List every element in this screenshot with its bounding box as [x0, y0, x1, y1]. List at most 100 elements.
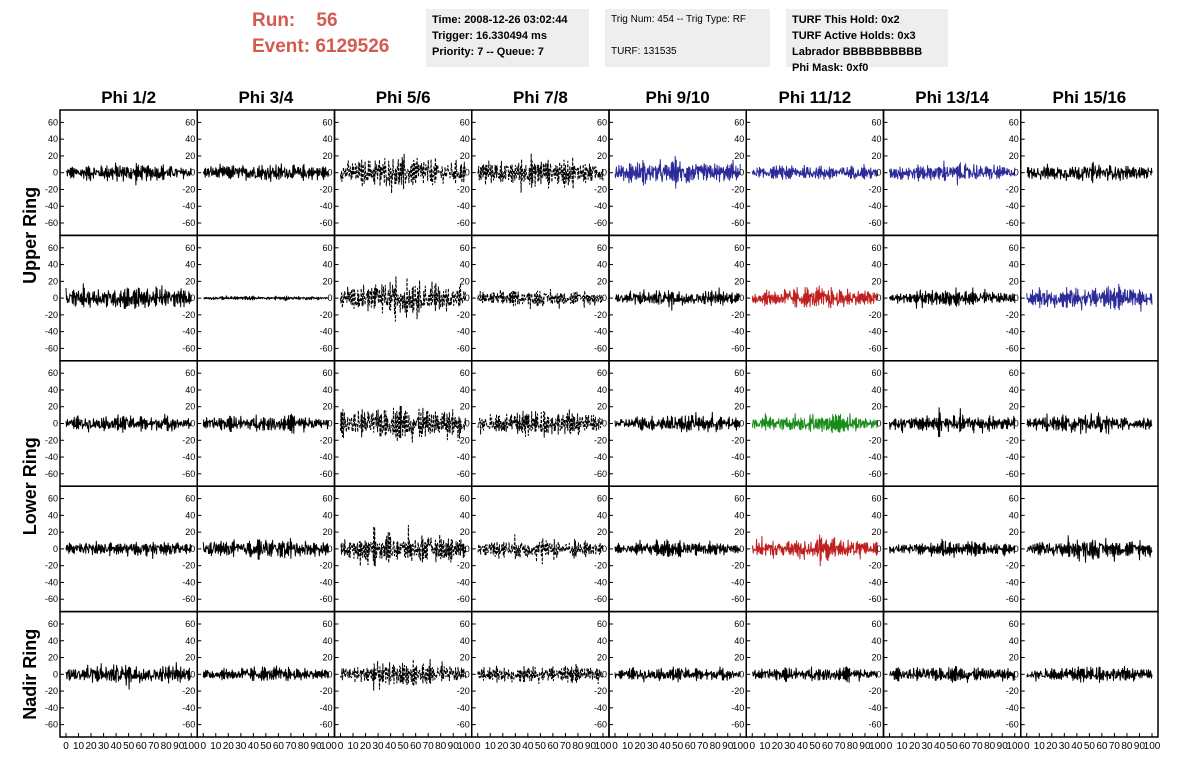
y-tick-label: 60: [322, 494, 332, 504]
x-tick-label: 80: [572, 741, 584, 752]
x-tick-label: 30: [922, 741, 934, 752]
y-tick-label: 0: [876, 168, 881, 178]
y-tick-label: 0: [465, 544, 470, 554]
y-tick-label: 40: [48, 260, 58, 270]
x-tick-label: 90: [173, 741, 185, 752]
y-tick-label: -60: [182, 469, 195, 479]
y-tick-label: 20: [460, 151, 470, 161]
x-tick-label: 70: [560, 741, 572, 752]
y-tick-label: -60: [457, 218, 470, 228]
y-tick-label: 60: [460, 619, 470, 629]
y-tick-label: 40: [185, 510, 195, 520]
trig-text: Trig Num: 454 -- Trig Type: RF: [611, 14, 747, 25]
y-tick-label: -60: [868, 343, 881, 353]
y-tick-label: -60: [319, 218, 332, 228]
y-tick-label: -40: [457, 327, 470, 337]
y-tick-label: 20: [871, 527, 881, 537]
y-tick-label: -40: [1006, 703, 1019, 713]
waveform-trace: [751, 413, 878, 434]
y-tick-label: 60: [734, 494, 744, 504]
y-tick-label: -60: [45, 469, 58, 479]
y-tick-label: 20: [322, 151, 332, 161]
y-tick-label: 60: [734, 368, 744, 378]
y-tick-label: -40: [457, 452, 470, 462]
y-tick-label: -40: [45, 201, 58, 211]
y-tick-label: -40: [1006, 577, 1019, 587]
y-tick-label: 20: [871, 151, 881, 161]
event-label: Event:: [252, 36, 311, 57]
y-tick-label: -60: [594, 469, 607, 479]
y-tick-label: -40: [731, 201, 744, 211]
y-tick-label: 0: [739, 544, 744, 554]
x-tick-label: 30: [235, 741, 247, 752]
turf-text: TURF: 131535: [611, 46, 677, 57]
x-tick-label: 70: [972, 741, 984, 752]
waveform-trace: [1026, 665, 1153, 683]
y-tick-label: 60: [597, 368, 607, 378]
waveform-trace: [202, 413, 329, 434]
y-tick-label: -40: [182, 577, 195, 587]
y-tick-label: -20: [457, 310, 470, 320]
y-tick-label: -60: [1006, 469, 1019, 479]
y-tick-label: 60: [48, 243, 58, 253]
waveform-trace: [65, 662, 192, 690]
y-tick-label: 20: [185, 527, 195, 537]
waveform-trace: [340, 153, 467, 194]
x-tick-label: 60: [959, 741, 971, 752]
x-tick-label: 50: [260, 741, 272, 752]
waveform-trace: [751, 534, 878, 567]
y-tick-label: -40: [1006, 327, 1019, 337]
x-tick-label: 100: [869, 741, 886, 752]
y-tick-label: -60: [1006, 720, 1019, 730]
y-tick-label: 60: [597, 117, 607, 127]
waveform-trace: [889, 538, 1016, 558]
y-tick-label: 40: [734, 260, 744, 270]
y-tick-label: 0: [465, 168, 470, 178]
turf-active-text: TURF Active Holds: 0x3: [792, 30, 916, 42]
y-tick-label: -20: [594, 686, 607, 696]
y-tick-label: -20: [182, 435, 195, 445]
x-tick-label: 90: [997, 741, 1009, 752]
y-tick-label: 60: [871, 117, 881, 127]
y-tick-label: -40: [594, 577, 607, 587]
y-tick-label: 20: [597, 276, 607, 286]
y-tick-label: 40: [185, 636, 195, 646]
x-tick-label: 10: [210, 741, 222, 752]
y-tick-label: 0: [465, 419, 470, 429]
y-tick-label: 20: [322, 527, 332, 537]
x-tick-label: 60: [136, 741, 148, 752]
y-tick-label: -60: [731, 343, 744, 353]
y-tick-label: -20: [457, 184, 470, 194]
y-tick-label: 0: [190, 669, 195, 679]
y-tick-label: -60: [457, 594, 470, 604]
y-tick-label: 40: [185, 385, 195, 395]
y-tick-label: -40: [319, 703, 332, 713]
column-header: Phi 7/8: [513, 88, 568, 107]
y-tick-label: -20: [594, 184, 607, 194]
y-tick-label: 0: [327, 544, 332, 554]
y-tick-label: 0: [1014, 669, 1019, 679]
y-tick-label: 40: [185, 260, 195, 270]
y-tick-label: 60: [185, 619, 195, 629]
y-tick-label: 0: [1014, 168, 1019, 178]
row-group-label: Lower Ring: [20, 437, 40, 535]
y-tick-label: 0: [739, 419, 744, 429]
run-label: Run:: [252, 10, 296, 31]
y-tick-label: 0: [190, 168, 195, 178]
x-tick-label: 0: [200, 741, 206, 752]
x-tick-label: 80: [298, 741, 310, 752]
y-tick-label: -20: [731, 310, 744, 320]
y-tick-label: 60: [597, 494, 607, 504]
y-tick-label: 60: [460, 117, 470, 127]
x-tick-label: 30: [784, 741, 796, 752]
y-tick-label: 40: [597, 510, 607, 520]
x-tick-label: 0: [475, 741, 481, 752]
y-tick-label: -60: [182, 218, 195, 228]
y-tick-label: 0: [327, 168, 332, 178]
y-tick-label: -60: [319, 720, 332, 730]
y-tick-label: 60: [1009, 619, 1019, 629]
x-tick-label: 20: [360, 741, 372, 752]
y-tick-label: -40: [594, 452, 607, 462]
y-tick-label: 60: [185, 368, 195, 378]
y-tick-label: -60: [319, 343, 332, 353]
